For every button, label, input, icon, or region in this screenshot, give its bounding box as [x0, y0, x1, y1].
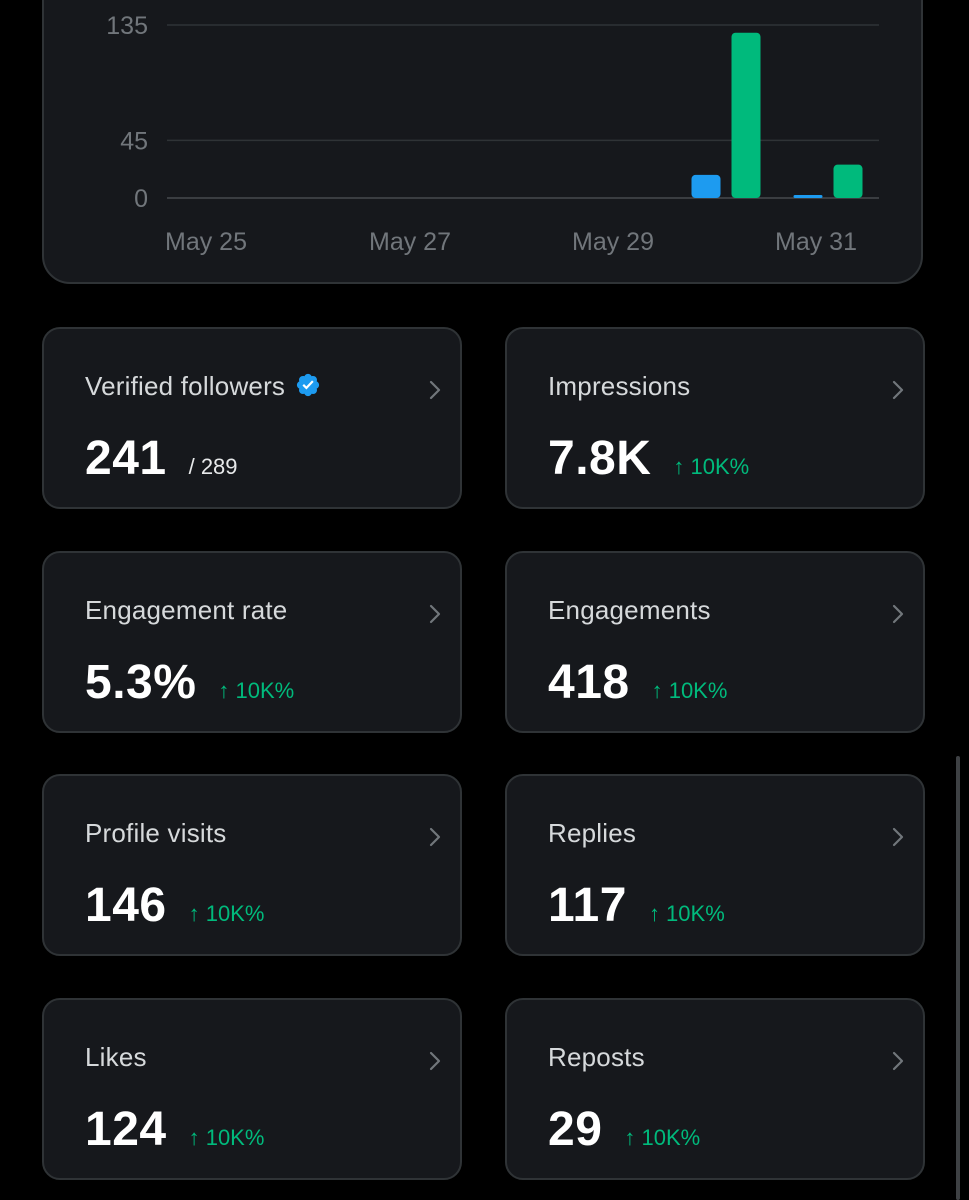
card-likes[interactable]: Likes 124 ↑ 10K% [42, 998, 462, 1180]
card-change: ↑ 10K% [218, 678, 295, 703]
x-tick-label: May 25 [165, 228, 247, 256]
y-tick-label: 0 [134, 185, 148, 213]
card-change: ↑ 10K% [673, 454, 750, 479]
card-value-row: 117 ↑ 10K% [548, 878, 725, 933]
card-value-row: 5.3% ↑ 10K% [85, 655, 294, 710]
card-title: Engagement rate [85, 595, 288, 625]
card-profile-visits[interactable]: Profile visits 146 ↑ 10K% [42, 774, 462, 956]
card-value: 146 [85, 879, 167, 932]
card-title: Engagements [548, 595, 711, 625]
chevron-right-icon [429, 1051, 441, 1071]
card-value: 5.3% [85, 656, 197, 709]
card-value-row: 124 ↑ 10K% [85, 1102, 264, 1157]
bar[interactable] [793, 195, 823, 198]
card-verified-followers[interactable]: Verified followers 241 / 289 [42, 327, 462, 509]
y-tick-label: 135 [106, 12, 148, 40]
card-change: ↑ 10K% [624, 1125, 701, 1150]
card-value-row: 241 / 289 [85, 431, 238, 486]
scrollbar[interactable] [956, 756, 960, 1200]
card-impressions[interactable]: Impressions 7.8K ↑ 10K% [505, 327, 925, 509]
card-value-row: 29 ↑ 10K% [548, 1102, 700, 1157]
card-value: 117 [548, 879, 627, 932]
bar[interactable] [691, 174, 721, 198]
card-title: Profile visits [85, 818, 227, 848]
chevron-right-icon [892, 827, 904, 847]
card-change: ↑ 10K% [648, 901, 725, 926]
chevron-right-icon [892, 1051, 904, 1071]
card-title: Impressions [548, 371, 691, 401]
chevron-right-icon [429, 380, 441, 400]
card-total: / 289 [188, 454, 238, 479]
chart-card [42, 0, 923, 284]
card-change: ↑ 10K% [188, 1125, 265, 1150]
card-value-row: 7.8K ↑ 10K% [548, 431, 749, 486]
bar-chart: 135 45 0 May 25 May 27 May 29 May 31 [106, 12, 879, 256]
y-tick-label: 45 [120, 127, 148, 155]
card-title: Replies [548, 818, 637, 848]
x-tick-label: May 27 [369, 228, 451, 256]
verified-badge-icon [297, 374, 320, 397]
card-title: Verified followers [85, 371, 321, 402]
bar[interactable] [731, 32, 761, 198]
bar[interactable] [833, 164, 863, 198]
card-value: 124 [85, 1103, 167, 1156]
x-tick-label: May 31 [775, 228, 857, 256]
chevron-right-icon [429, 827, 441, 847]
chevron-right-icon [892, 380, 904, 400]
card-title: Reposts [548, 1042, 645, 1072]
card-change: ↑ 10K% [188, 901, 265, 926]
card-value-row: 418 ↑ 10K% [548, 655, 727, 710]
card-title-text: Verified followers [85, 371, 286, 401]
card-replies[interactable]: Replies 117 ↑ 10K% [505, 774, 925, 956]
card-value: 7.8K [548, 432, 652, 485]
card-value-row: 146 ↑ 10K% [85, 878, 264, 933]
card-engagement-rate[interactable]: Engagement rate 5.3% ↑ 10K% [42, 551, 462, 733]
card-change: ↑ 10K% [651, 678, 728, 703]
chevron-right-icon [892, 604, 904, 624]
card-value: 241 [85, 432, 167, 485]
chevron-right-icon [429, 604, 441, 624]
card-value: 29 [548, 1103, 603, 1156]
card-reposts[interactable]: Reposts 29 ↑ 10K% [505, 998, 925, 1180]
card-value: 418 [548, 656, 630, 709]
card-engagements[interactable]: Engagements 418 ↑ 10K% [505, 551, 925, 733]
card-title: Likes [85, 1042, 147, 1072]
x-tick-label: May 29 [572, 228, 654, 256]
